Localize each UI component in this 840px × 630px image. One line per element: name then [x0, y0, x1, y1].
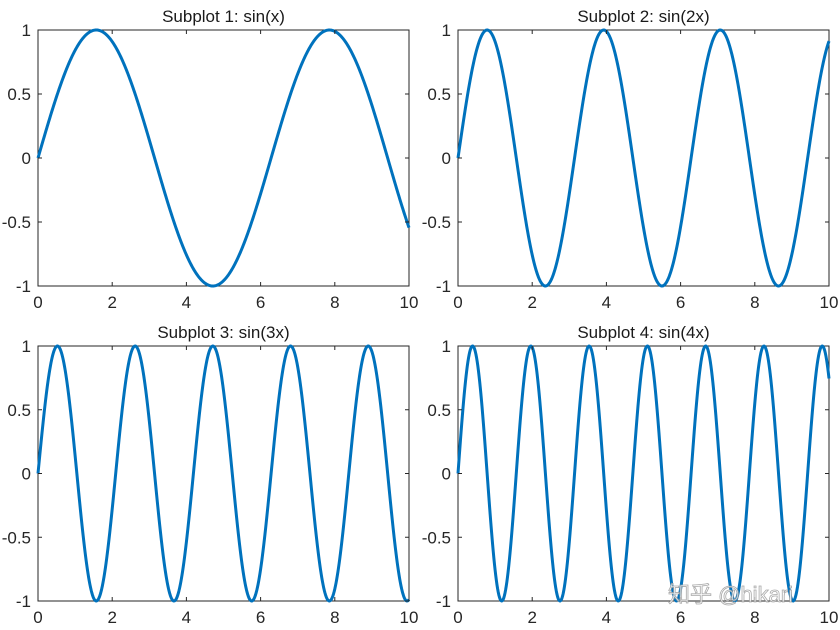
- subplot-2: 0 2 4 6 8 10 1 0.5 0 -0.5 -1 Subplot 2: sin(2x): [422, 7, 839, 312]
- x-tick-label: 8: [750, 608, 759, 627]
- x-tick-label: 6: [676, 293, 685, 312]
- sine-line: [456, 28, 831, 288]
- watermark: 知乎 @hikari: [668, 582, 793, 607]
- y-tick-label: 0.5: [427, 85, 451, 104]
- y-tick-label: 0.5: [7, 401, 31, 420]
- x-tick-label: 6: [256, 608, 265, 627]
- subplot-title: Subplot 1: sin(x): [162, 7, 285, 26]
- x-tick-label: 6: [256, 293, 265, 312]
- x-tick-label: 4: [602, 608, 611, 627]
- y-tick-label: -0.5: [422, 528, 451, 547]
- x-tick-label: 0: [453, 293, 462, 312]
- y-tick-label: 0: [22, 149, 31, 168]
- x-tick-label: 4: [602, 293, 611, 312]
- x-tick-label: 8: [750, 293, 759, 312]
- y-tick-label: 1: [22, 337, 31, 356]
- x-tick-label: 0: [453, 608, 462, 627]
- subplot-1: 0 2 4 6 8 10 1 0.5 0 -0.5 -1 Subplot 1: sin(x): [2, 7, 419, 312]
- x-tick-label: 4: [182, 293, 191, 312]
- x-tick-label: 4: [182, 608, 191, 627]
- y-tick-label: -1: [436, 592, 451, 611]
- x-tick-label: 10: [820, 293, 839, 312]
- subplot-3: 0 2 4 6 8 10 1 0.5 0 -0.5 -1 Subplot 3: sin(3x): [2, 323, 419, 627]
- y-tick-label: -1: [16, 592, 31, 611]
- y-tick-label: -1: [436, 277, 451, 296]
- x-tick-label: 8: [330, 608, 339, 627]
- y-tick-label: 0.5: [7, 85, 31, 104]
- sine-line: [36, 344, 411, 603]
- sine-line: [456, 344, 831, 603]
- axes-box: [457, 345, 830, 602]
- subplot-4: 0 2 4 6 8 10 1 0.5 0 -0.5 -1 Subplot 4: sin(4x): [422, 323, 839, 627]
- y-tick-label: 1: [442, 21, 451, 40]
- y-tick-label: 1: [22, 21, 31, 40]
- axes-box: [457, 29, 830, 287]
- y-tick-label: -0.5: [422, 213, 451, 232]
- subplot-title: Subplot 4: sin(4x): [577, 323, 709, 342]
- sine-line: [36, 28, 411, 288]
- subplot-title: Subplot 2: sin(2x): [577, 7, 709, 26]
- x-tick-label: 2: [527, 608, 536, 627]
- y-tick-label: -0.5: [2, 528, 31, 547]
- axes-box: [37, 29, 410, 287]
- y-tick-label: 1: [442, 337, 451, 356]
- x-tick-label: 2: [107, 608, 116, 627]
- x-tick-label: 6: [676, 608, 685, 627]
- y-tick-label: 0: [442, 465, 451, 484]
- y-tick-label: -1: [16, 277, 31, 296]
- y-tick-label: -0.5: [2, 213, 31, 232]
- x-tick-label: 2: [527, 293, 536, 312]
- x-tick-label: 0: [33, 293, 42, 312]
- y-tick-label: 0: [442, 149, 451, 168]
- x-tick-label: 2: [107, 293, 116, 312]
- x-tick-label: 10: [400, 293, 419, 312]
- y-tick-label: 0: [22, 465, 31, 484]
- x-tick-label: 8: [330, 293, 339, 312]
- subplot-title: Subplot 3: sin(3x): [157, 323, 289, 342]
- y-tick-label: 0.5: [427, 401, 451, 420]
- x-tick-label: 10: [400, 608, 419, 627]
- x-tick-label: 0: [33, 608, 42, 627]
- x-tick-label: 10: [820, 608, 839, 627]
